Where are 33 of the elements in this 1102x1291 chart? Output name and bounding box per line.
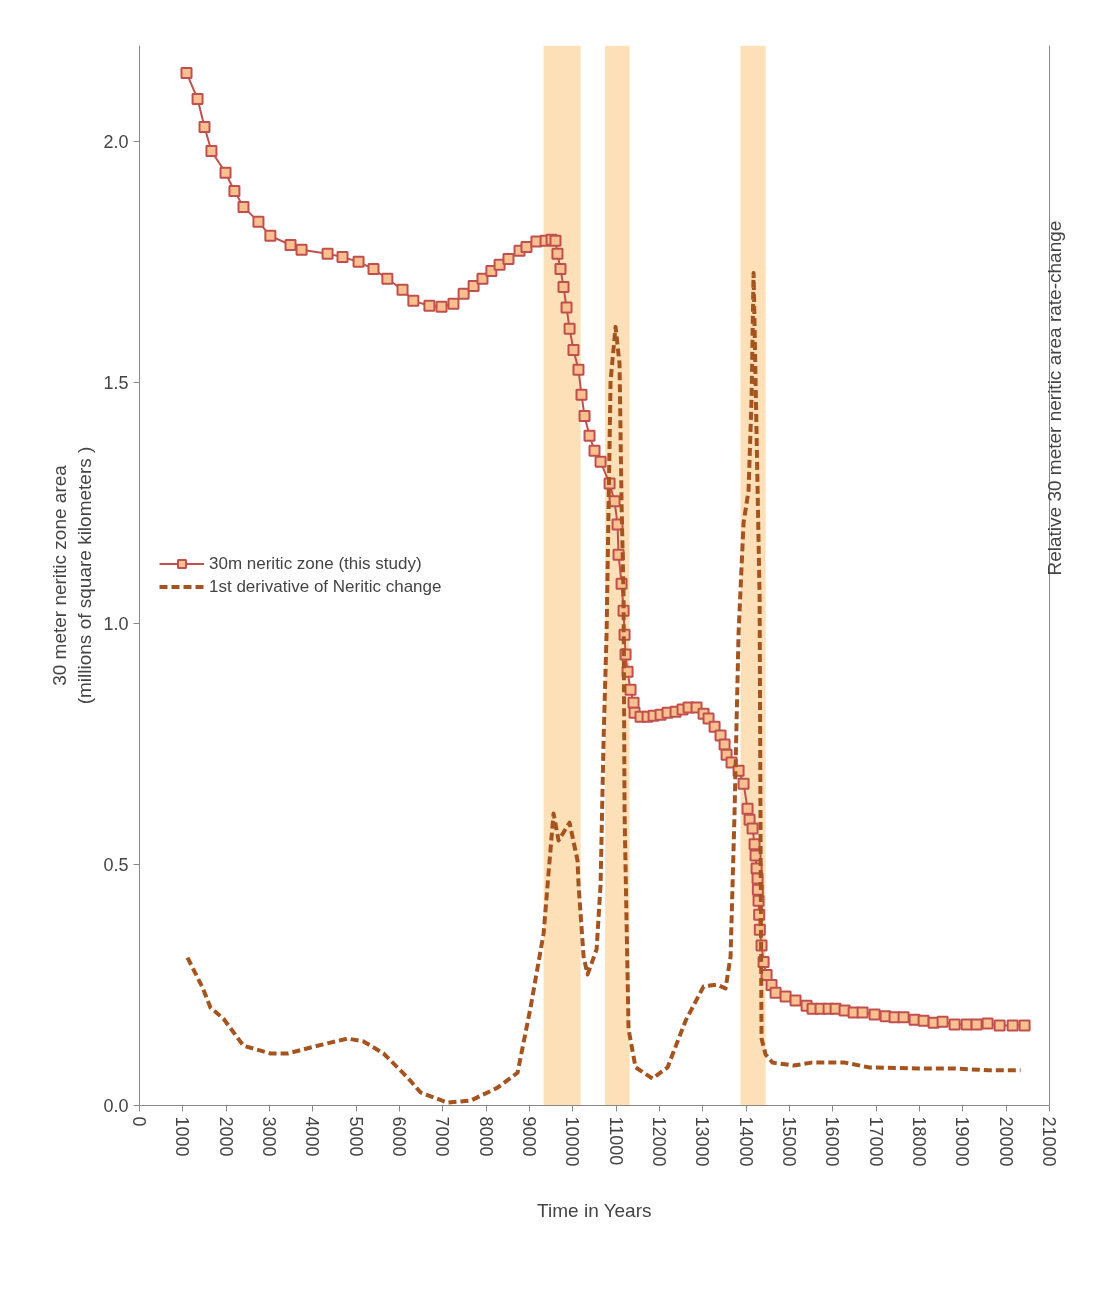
x-tick-label: 19000 [952,1116,973,1167]
x-tick-label: 18000 [909,1116,929,1167]
legend-label: 30m neritic zone (this study) [209,553,422,574]
legend-label: 1st derivative of Neritic change [209,576,442,597]
x-tick-label: 0 [129,1116,149,1127]
x-tick-label: 17000 [865,1116,886,1167]
x-tick-label: 8000 [475,1116,496,1157]
x-tick-label: 20000 [995,1116,1016,1167]
x-tick-label: 11000 [605,1116,626,1166]
y-tick-label: 1.5 [103,373,129,394]
x-tick-label: 13000 [692,1116,713,1167]
y-tick-label: 1.0 [103,614,129,635]
y-tick-label: 0.5 [103,855,129,876]
x-tick-label: 14000 [735,1116,756,1167]
x-tick-label: 5000 [345,1116,366,1157]
x-tick-label: 12000 [649,1116,669,1167]
x-tick-label: 1000 [172,1116,193,1157]
x-tick-label: 9000 [519,1116,539,1157]
x-tick-label: 3000 [259,1116,279,1157]
x-tick-label: 7000 [432,1116,453,1157]
x-tick-label: 21000 [1039,1116,1059,1167]
y-tick-label: 0.0 [103,1096,129,1116]
y-axis-title: 30 meter neritic zone area (millions of square kilometers ) [49,446,96,705]
x-tick-label: 2000 [215,1116,236,1157]
x-tick-label: 4000 [302,1116,323,1157]
x-tick-label: 15000 [779,1116,799,1167]
x-tick-label: 6000 [389,1116,409,1157]
y-tick-label: 2.0 [103,132,129,153]
y2-axis-title: Relative 30 meter neritic area rate-change [1044,220,1065,576]
x-tick-label: 10000 [562,1116,583,1167]
x-tick-label: 16000 [822,1116,843,1167]
x-axis-title: Time in Years [537,1199,652,1221]
line-series [185,270,1023,1105]
